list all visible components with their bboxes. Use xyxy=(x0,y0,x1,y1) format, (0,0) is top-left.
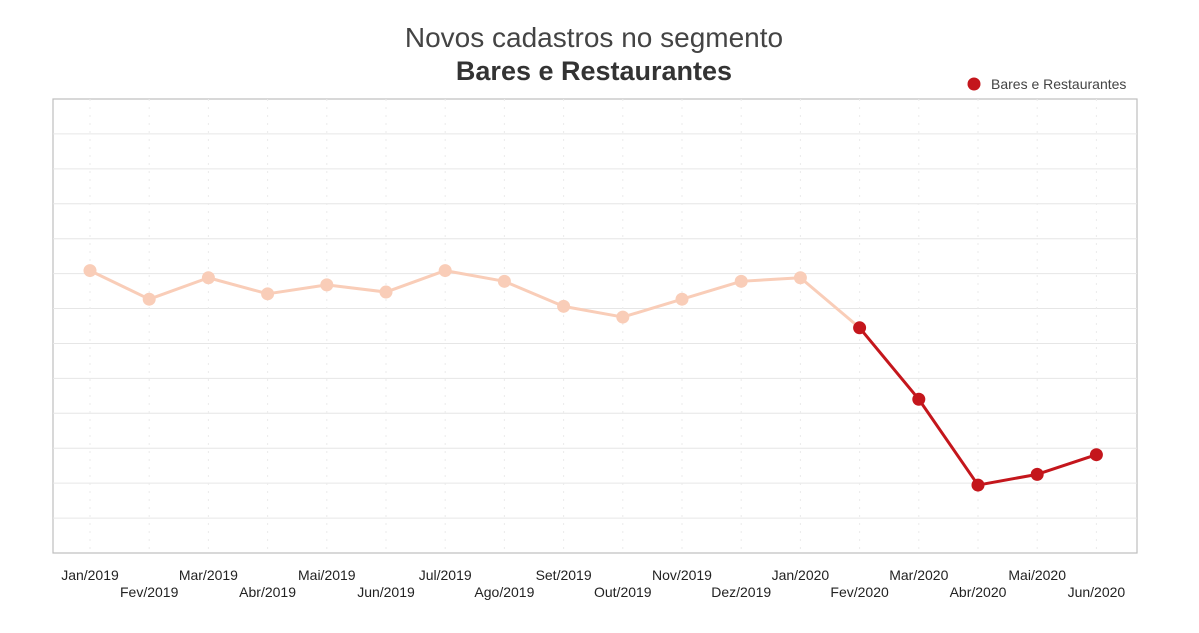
x-tick-label: Mai/2019 xyxy=(298,567,356,583)
x-tick-label: Out/2019 xyxy=(594,584,652,600)
chart-title: Novos cadastros no segmento xyxy=(405,22,783,53)
x-tick-label: Abr/2020 xyxy=(950,584,1007,600)
x-tick-label: Ago/2019 xyxy=(474,584,534,600)
x-tick-label: Jun/2020 xyxy=(1068,584,1126,600)
data-point xyxy=(497,274,511,288)
data-point xyxy=(793,271,807,285)
data-point xyxy=(853,321,867,335)
x-tick-label: Abr/2019 xyxy=(239,584,296,600)
legend-marker xyxy=(967,77,981,91)
data-point xyxy=(320,278,334,292)
legend-label: Bares e Restaurantes xyxy=(991,76,1126,92)
x-tick-label: Jan/2019 xyxy=(61,567,119,583)
x-axis-tick-labels: Jan/2019Fev/2019Mar/2019Abr/2019Mai/2019… xyxy=(61,567,1125,600)
x-tick-label: Jul/2019 xyxy=(419,567,472,583)
x-tick-label: Jan/2020 xyxy=(772,567,830,583)
x-tick-label: Mai/2020 xyxy=(1008,567,1066,583)
data-point xyxy=(912,392,926,406)
series-line-2019 xyxy=(89,269,861,329)
x-tick-label: Nov/2019 xyxy=(652,567,712,583)
data-point xyxy=(734,274,748,288)
x-tick-label: Fev/2019 xyxy=(120,584,179,600)
plot-frame xyxy=(52,98,1138,554)
data-point xyxy=(261,287,275,301)
x-tick-label: Set/2019 xyxy=(536,567,592,583)
data-point xyxy=(616,310,630,324)
x-tick-label: Jun/2019 xyxy=(357,584,415,600)
data-point xyxy=(142,292,156,306)
x-tick-label: Dez/2019 xyxy=(711,584,771,600)
series-bares-e-restaurantes xyxy=(83,264,1103,492)
data-point xyxy=(557,299,571,313)
data-point xyxy=(1030,467,1044,481)
data-point xyxy=(438,264,452,278)
data-point xyxy=(971,478,985,492)
data-point xyxy=(201,271,215,285)
data-point xyxy=(1089,448,1103,462)
x-tick-label: Mar/2019 xyxy=(179,567,238,583)
x-tick-label: Mar/2020 xyxy=(889,567,948,583)
chart-subtitle: Bares e Restaurantes xyxy=(456,56,732,86)
legend: Bares e Restaurantes xyxy=(967,76,1126,92)
data-point xyxy=(379,285,393,299)
x-tick-label: Fev/2020 xyxy=(830,584,889,600)
data-point xyxy=(675,292,689,306)
grid xyxy=(53,99,1137,553)
plot-area xyxy=(52,98,1138,554)
data-point xyxy=(83,264,97,278)
